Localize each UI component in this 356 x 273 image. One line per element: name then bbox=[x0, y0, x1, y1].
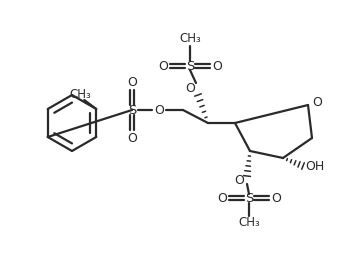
Text: O: O bbox=[185, 82, 195, 96]
Text: OH: OH bbox=[305, 159, 325, 173]
Text: O: O bbox=[212, 60, 222, 73]
Text: CH₃: CH₃ bbox=[179, 32, 201, 46]
Text: O: O bbox=[217, 191, 227, 204]
Text: O: O bbox=[312, 96, 322, 109]
Text: O: O bbox=[158, 60, 168, 73]
Text: O: O bbox=[127, 76, 137, 90]
Text: O: O bbox=[127, 132, 137, 144]
Text: S: S bbox=[245, 191, 253, 204]
Text: O: O bbox=[271, 191, 281, 204]
Text: CH₃: CH₃ bbox=[69, 88, 91, 102]
Text: O: O bbox=[234, 174, 244, 188]
Text: S: S bbox=[186, 60, 194, 73]
Text: O: O bbox=[154, 103, 164, 117]
Text: CH₃: CH₃ bbox=[238, 216, 260, 230]
Text: S: S bbox=[128, 103, 136, 117]
